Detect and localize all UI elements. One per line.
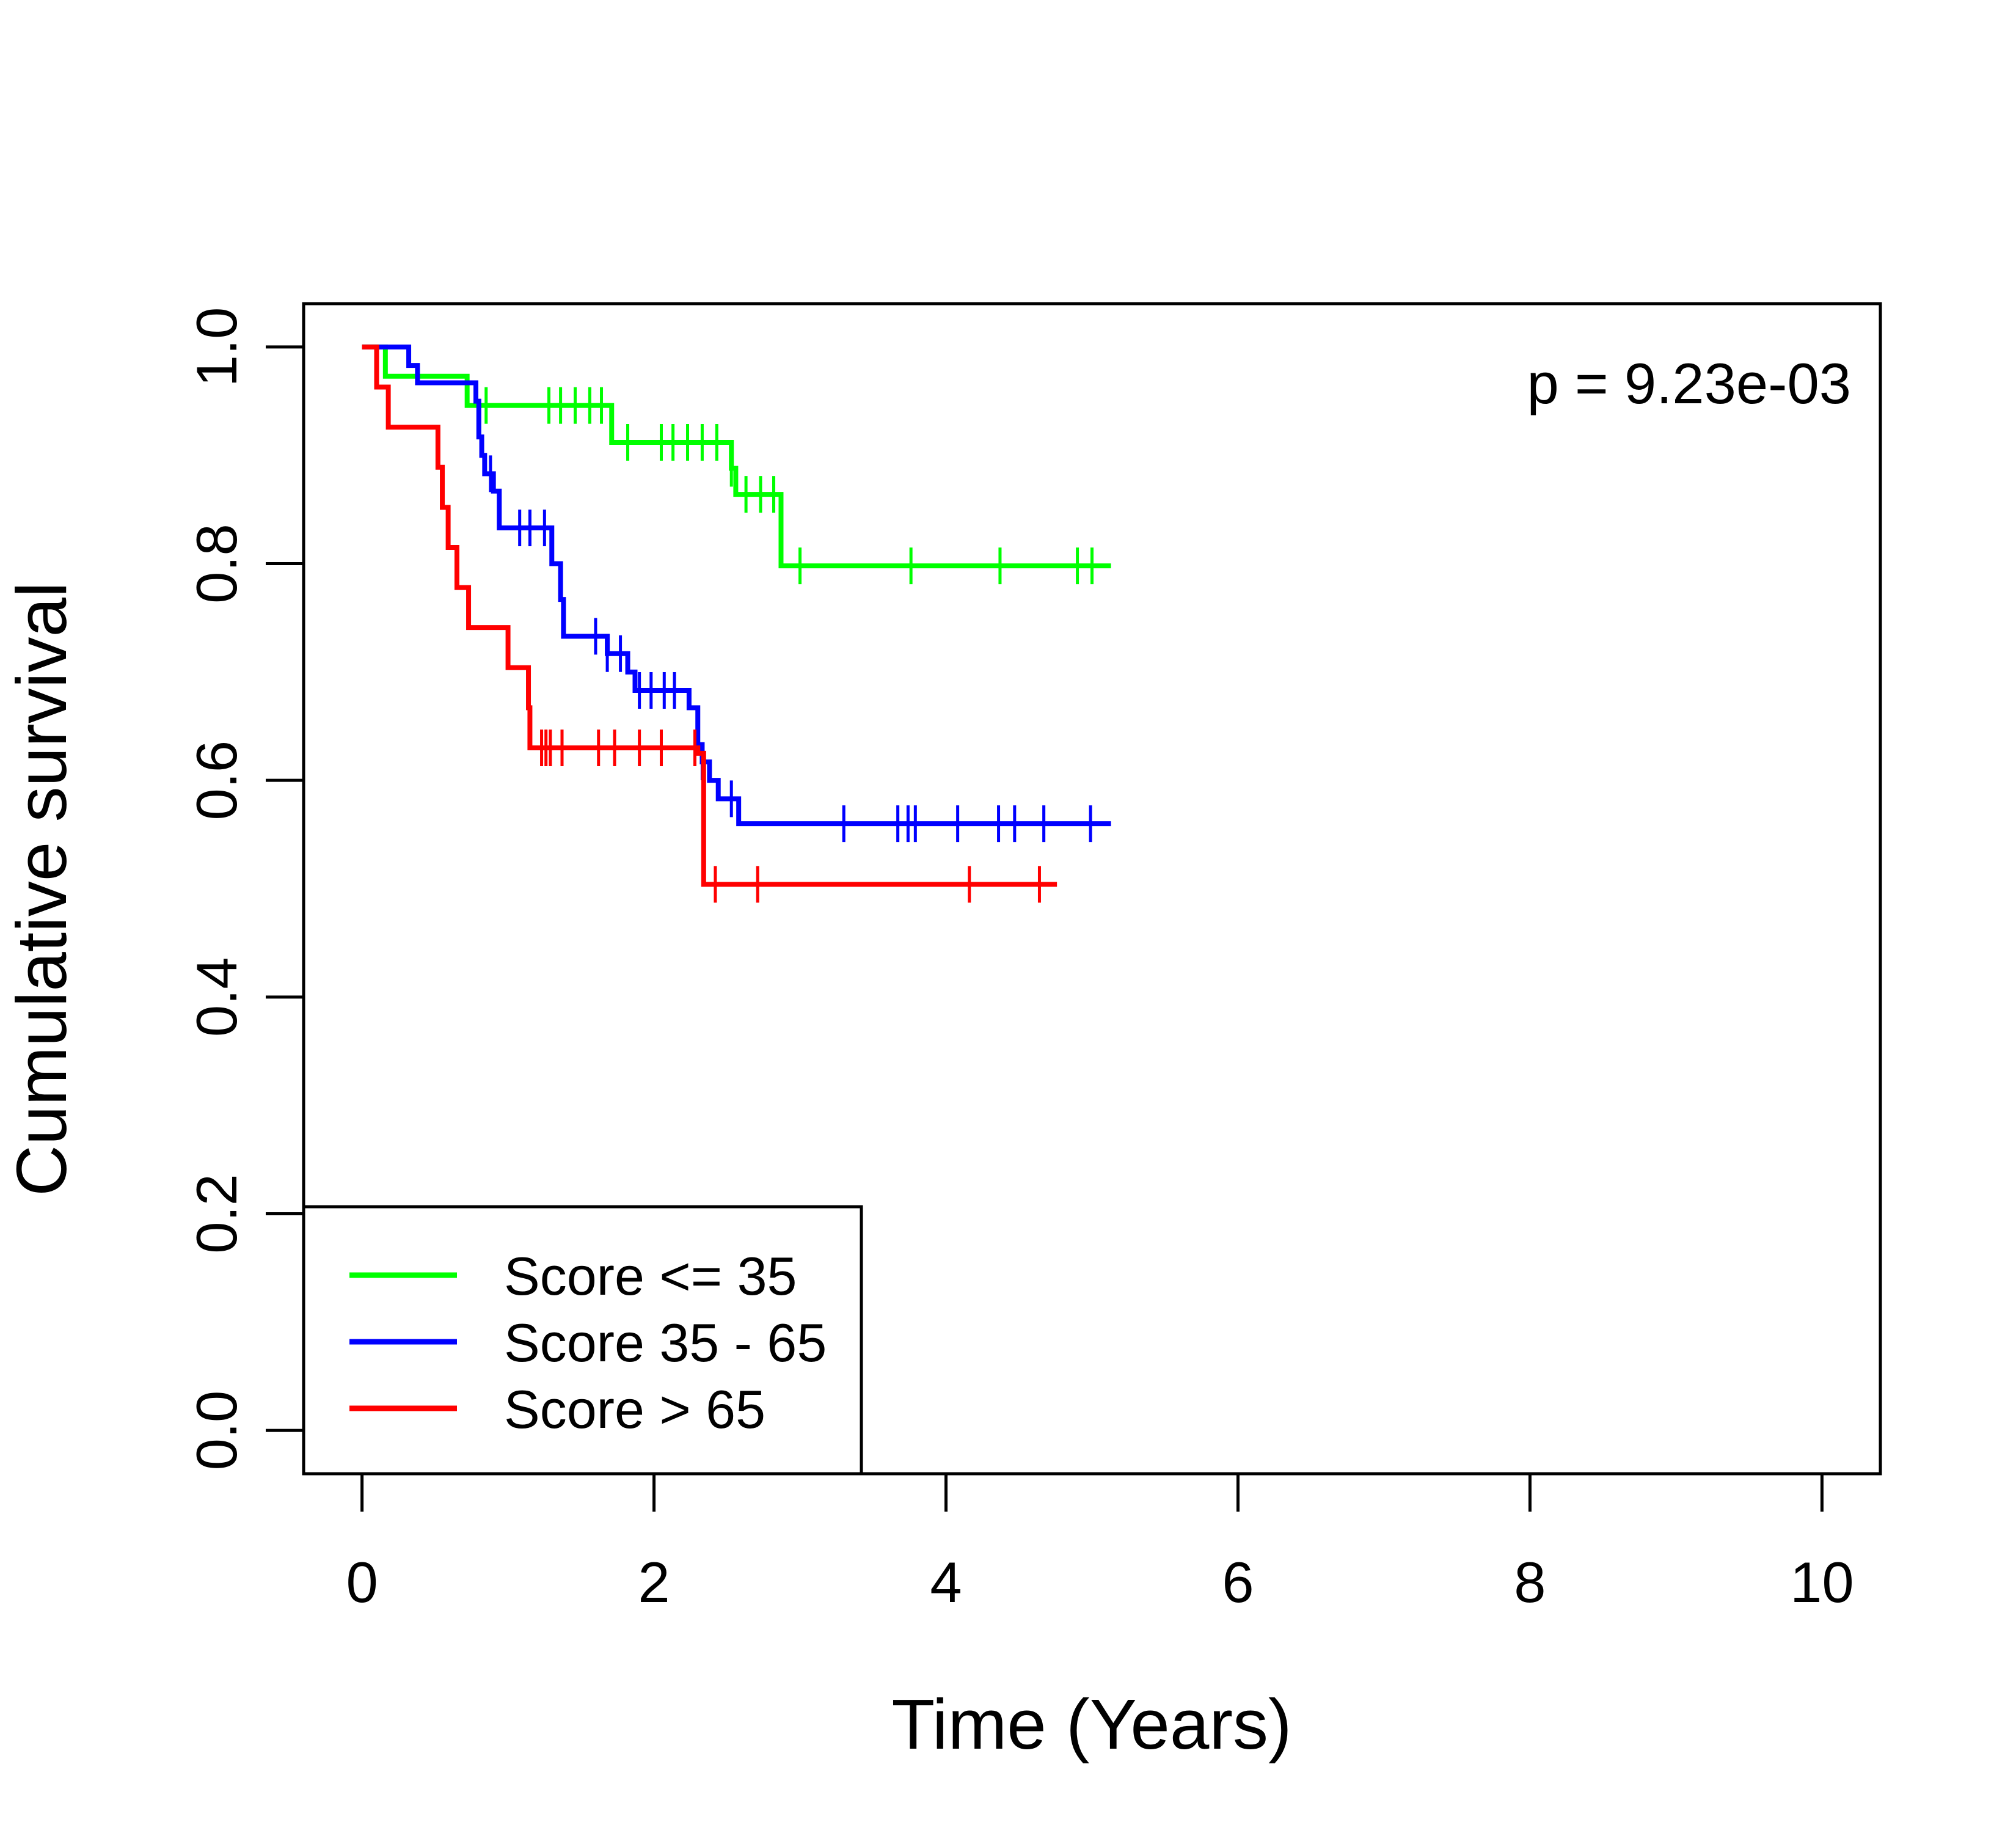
legend-label: Score 35 - 65	[504, 1312, 827, 1373]
survival-curve	[362, 344, 1111, 569]
x-tick-label: 2	[638, 1550, 670, 1614]
p-value-annotation: p = 9.23e-03	[1527, 351, 1852, 415]
y-tick-label: 0.8	[184, 524, 249, 604]
x-tick-label: 0	[346, 1550, 378, 1614]
y-tick-label: 1.0	[184, 307, 249, 387]
x-tick-label: 6	[1222, 1550, 1254, 1614]
legend-label: Score > 65	[504, 1379, 765, 1440]
x-tick-label: 4	[930, 1550, 962, 1614]
x-axis-label: Time (Years)	[891, 1685, 1291, 1764]
y-tick-label: 0.4	[184, 957, 249, 1037]
y-tick-label: 0.6	[184, 741, 249, 821]
curves	[362, 344, 1111, 903]
survival-curve	[362, 344, 1057, 887]
y-axis-label: Cumulative survival	[2, 582, 81, 1196]
legend-label: Score <= 35	[504, 1246, 797, 1306]
y-tick-label: 0.2	[184, 1174, 249, 1254]
y-tick-label: 0.0	[184, 1391, 249, 1471]
axes: 0 2 4 6 8 10 0.0 0.2 0.4 0.6 0.8 1.0	[184, 307, 1854, 1614]
x-tick-label: 10	[1790, 1550, 1854, 1614]
survival-curve	[362, 344, 1111, 827]
x-tick-label: 8	[1514, 1550, 1546, 1614]
